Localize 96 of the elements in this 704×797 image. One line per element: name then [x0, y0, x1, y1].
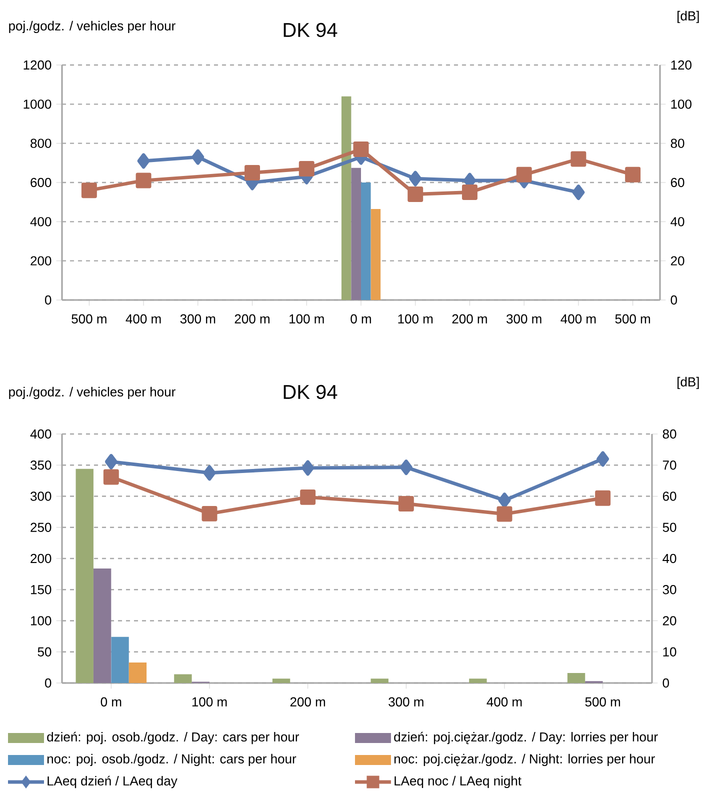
point: [137, 153, 150, 169]
point: [596, 451, 610, 467]
y2-tick-label: 0: [670, 295, 678, 305]
point: [398, 496, 414, 512]
y2-tick-label: 80: [670, 138, 684, 148]
y2-tick-label: 50: [662, 522, 676, 532]
point: [202, 506, 218, 522]
bar: [469, 678, 487, 683]
legend-label: noc: poj.ciężar./godz. / Night: lorries per hour: [394, 754, 655, 766]
y-tick-label: 150: [31, 585, 52, 594]
y-tick-label: 0: [44, 295, 52, 305]
y-tick-label: 200: [30, 554, 52, 564]
y-tick-label: 400: [30, 429, 52, 439]
x-tick-label: 500 m: [585, 697, 620, 706]
y-tick-label: 400: [30, 217, 52, 226]
point: [572, 184, 585, 200]
y-tick-label: 300: [30, 492, 52, 501]
point: [516, 166, 532, 182]
y2-tick-label: 20: [662, 616, 676, 626]
y-tick-label: 350: [30, 460, 52, 470]
x-tick-label: 400 m: [126, 314, 161, 324]
legend-label: dzień: poj. osob./godz. / Day: cars per hour: [47, 732, 300, 744]
point: [498, 492, 511, 508]
point: [103, 469, 119, 485]
bar: [111, 636, 129, 683]
y2-tick-label: 60: [670, 178, 684, 188]
point: [81, 182, 97, 198]
x-tick-label: 300 m: [506, 314, 542, 324]
point: [462, 184, 478, 200]
y-axis-title: poj./godz. / vehicles per hour: [9, 20, 176, 34]
point: [400, 460, 412, 476]
y2-tick-label: 40: [662, 554, 676, 564]
x-tick-label: 500 m: [615, 314, 650, 324]
point: [302, 460, 314, 476]
point: [136, 172, 152, 188]
point: [300, 489, 316, 505]
point: [496, 506, 512, 522]
y2-tick-label: 40: [670, 217, 684, 226]
y2-tick-label: 120: [671, 60, 692, 70]
legend-label: dzień: poj.ciężar./godz. / Day: lorries per hour: [394, 732, 658, 744]
point: [203, 465, 216, 481]
chart-title: DK 94: [284, 22, 338, 38]
y2-tick-label: 100: [671, 100, 692, 109]
x-tick-label: 200 m: [234, 314, 270, 324]
x-tick-label: 200 m: [290, 697, 326, 706]
y-axis-title: poj./godz. / vehicles per hour: [9, 386, 176, 400]
y2-tick-label: 30: [662, 585, 676, 594]
bar: [370, 678, 388, 683]
y2-tick-label: 10: [663, 647, 676, 656]
point: [298, 161, 314, 177]
point: [409, 170, 422, 186]
y2-tick-label: 60: [662, 492, 676, 501]
point: [353, 141, 369, 157]
y-tick-label: 1000: [24, 100, 52, 109]
bar: [272, 678, 290, 683]
x-tick-label: 0 m: [350, 314, 371, 324]
x-tick-label: 400 m: [486, 697, 522, 706]
legend-label: noc: poj. osob./godz. / Night: cars per hour: [47, 754, 296, 766]
point: [408, 186, 424, 202]
y-tick-label: 200: [30, 256, 52, 266]
x-tick-label: 0 m: [100, 697, 122, 706]
y2-tick-label: 80: [662, 429, 676, 439]
bar: [76, 468, 94, 683]
legend-label: LAeq dzień / LAeq day: [48, 776, 178, 788]
y2-axis-title: [dB]: [678, 10, 699, 24]
y2-tick-label: 20: [670, 256, 684, 266]
x-tick-label: 300 m: [388, 697, 424, 706]
x-tick-label: 100 m: [192, 697, 227, 706]
chart-title: DK 94: [284, 384, 338, 400]
bar: [567, 673, 586, 683]
y-tick-label: 50: [38, 647, 52, 656]
point: [570, 151, 586, 167]
bar: [128, 662, 147, 683]
y-tick-label: 600: [30, 178, 52, 188]
x-tick-label: 300 m: [180, 314, 216, 324]
x-tick-label: 200 m: [452, 314, 487, 324]
y-tick-label: 100: [31, 616, 52, 626]
y-tick-label: 800: [30, 138, 52, 148]
x-tick-label: 400 m: [560, 314, 596, 324]
point: [244, 164, 260, 180]
point: [104, 454, 118, 470]
y2-axis-title: [dB]: [678, 376, 699, 390]
y2-tick-label: 0: [662, 678, 670, 688]
y-tick-label: 1200: [24, 60, 52, 70]
point: [192, 149, 204, 165]
point: [595, 490, 611, 506]
y-tick-label: 0: [44, 678, 52, 688]
y-tick-label: 250: [30, 522, 52, 532]
legend-label: LAeq noc / LAeq night: [394, 776, 522, 788]
bar: [93, 568, 112, 683]
x-tick-label: 100 m: [290, 314, 324, 324]
bar: [174, 674, 192, 683]
y2-tick-label: 70: [662, 460, 676, 470]
x-tick-label: 500 m: [72, 314, 106, 324]
point: [625, 166, 641, 182]
x-tick-label: 100 m: [398, 314, 433, 324]
